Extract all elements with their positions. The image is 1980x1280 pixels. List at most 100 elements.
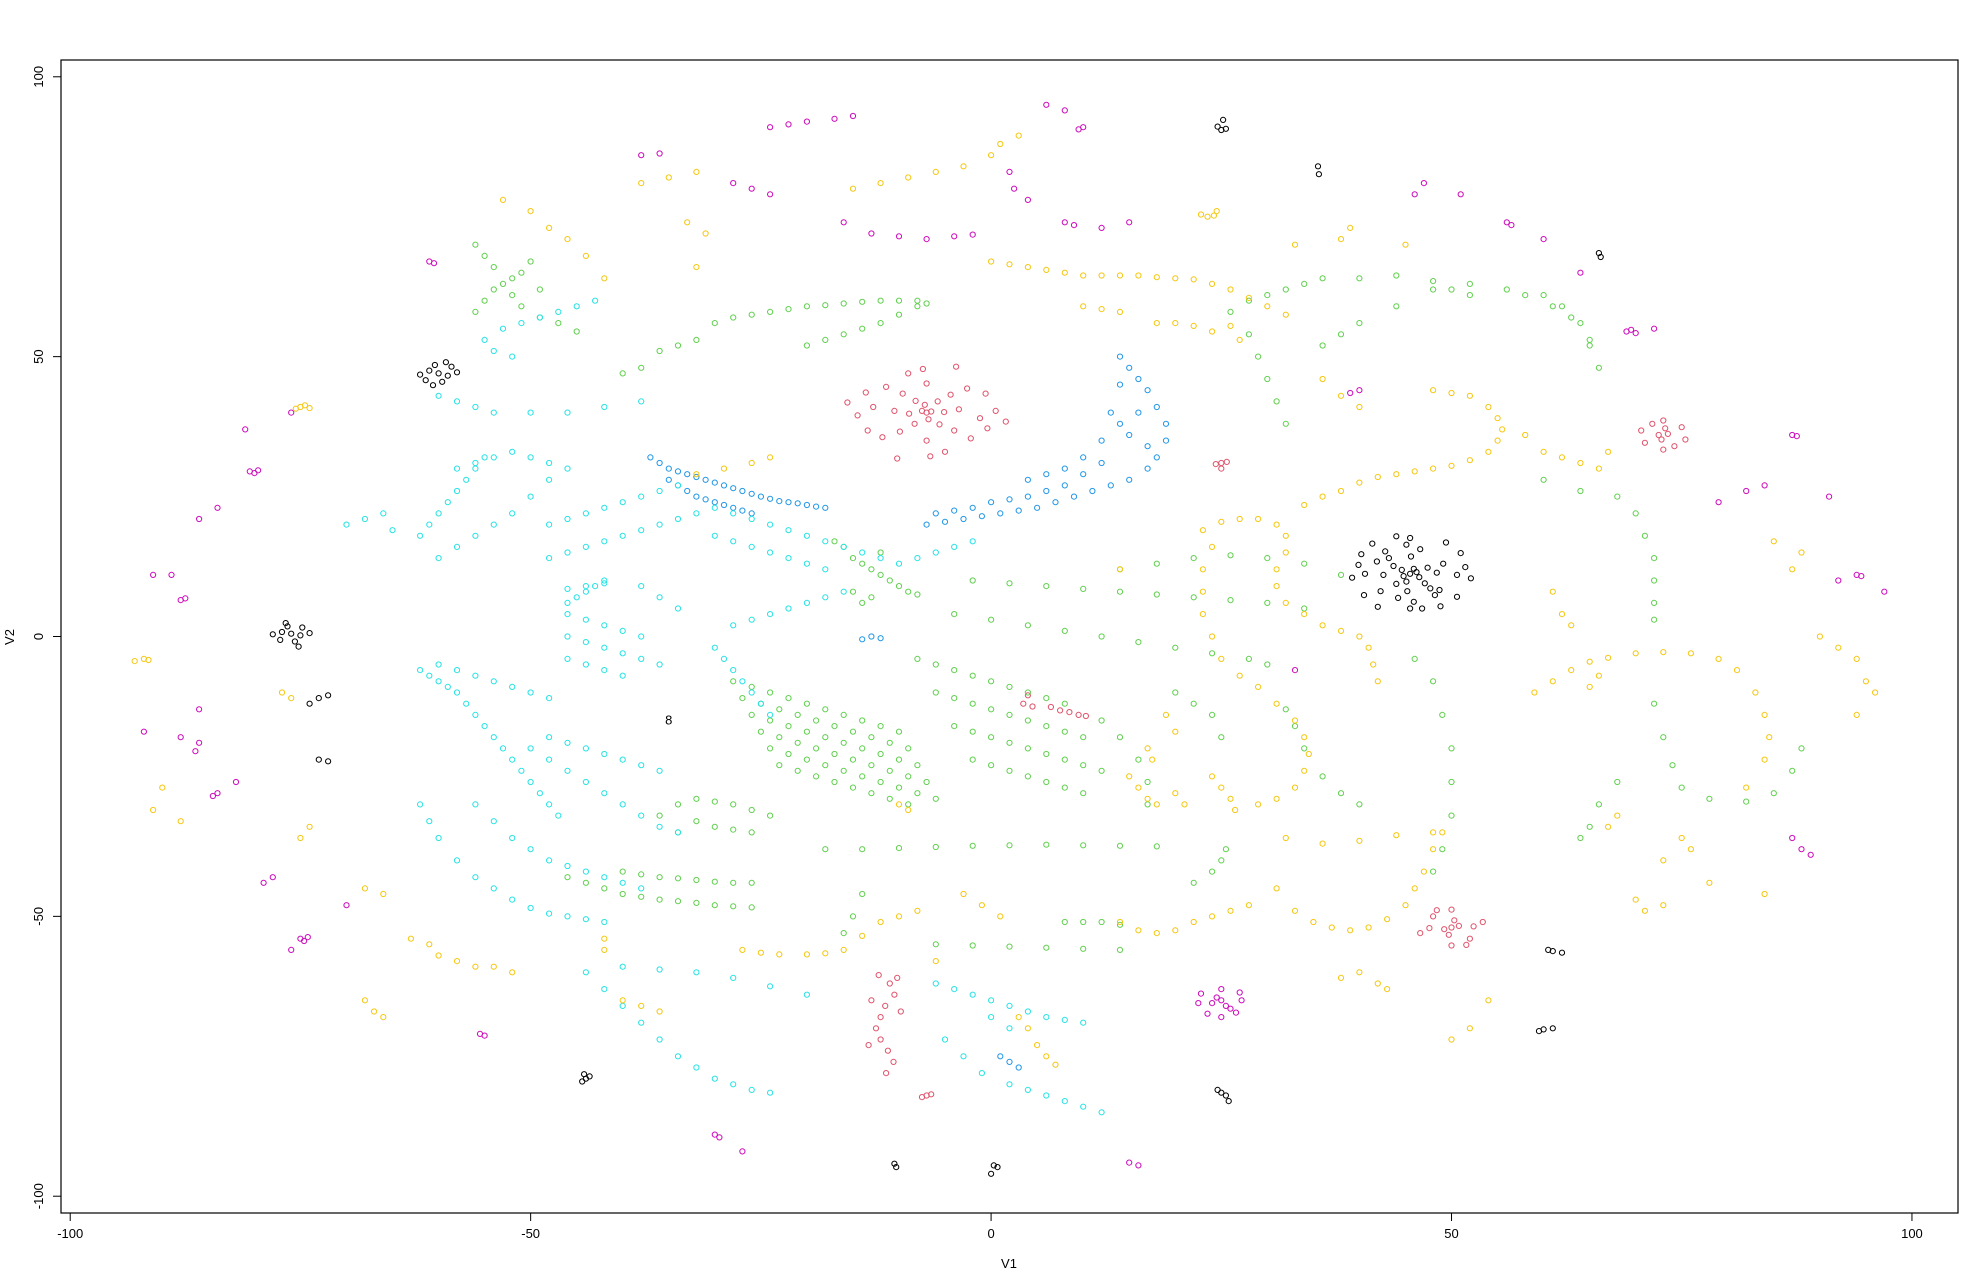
point-green-71 [849,728,857,735]
point-cyan-176 [527,454,534,461]
point-yellow-29 [1190,276,1197,283]
point-green-191 [711,878,718,885]
point-yellow-94 [1411,885,1418,892]
point-yellow-51 [1319,493,1326,500]
point-magenta-72 [1715,499,1722,506]
point-blue-9 [1126,476,1133,483]
point-yellow-163 [767,454,774,461]
point-cyan-137 [748,515,755,523]
point-green-195 [582,879,590,886]
point-green-36 [656,347,663,355]
point-green-26 [748,311,755,318]
point-blue-76 [1006,1058,1013,1066]
point-yellow-30 [1209,280,1216,287]
point-green-130 [1080,734,1087,741]
point-green-259 [1614,493,1621,500]
point-yellow-58 [1282,532,1289,539]
point-green-206 [859,846,866,853]
point-red-16 [951,427,958,434]
point-yellow-185 [1227,322,1234,329]
point-green-146 [1080,790,1087,797]
point-green-295 [1337,790,1345,797]
point-black-67 [306,700,313,707]
point-cyan-118 [546,521,553,528]
point-yellow-192 [1356,837,1363,844]
point-cyan-54 [546,734,553,741]
point-magenta-46 [1043,101,1050,108]
point-red-12 [955,406,963,413]
point-cyan-82 [601,577,608,584]
point-yellow-100 [1568,667,1575,674]
point-cyan-183 [555,308,562,315]
point-black-18 [1436,586,1443,594]
point-yellow-89 [1328,924,1335,931]
point-yellow-229 [1687,846,1695,853]
point-blue-4 [1153,403,1160,411]
point-yellow-176 [997,140,1004,148]
point-yellow-128 [1116,918,1124,926]
point-red-54 [1655,431,1662,439]
point-magenta-1 [430,260,438,267]
point-red-35 [894,455,901,462]
point-cyan-116 [822,594,829,601]
point-blue-61 [822,504,829,511]
point-yellow-179 [1098,306,1105,313]
point-blue-55 [767,495,774,502]
point-yellow-164 [748,459,755,467]
point-green-169 [1190,555,1197,562]
point-green-53 [849,588,857,595]
point-yellow-111 [1761,756,1768,763]
point-cyan-37 [509,834,516,842]
point-green-200 [674,898,682,905]
point-yellow-97 [1439,829,1446,836]
point-cyan-187 [509,353,516,360]
point-cyan-198 [380,510,387,517]
point-cyan-62 [601,986,608,993]
point-cyan-155 [803,560,811,567]
point-yellow-113 [739,946,746,954]
point-green-294 [1319,773,1326,780]
point-magenta-32 [803,118,811,125]
point-blue-26 [1080,471,1087,478]
point-cyan-150 [711,532,718,539]
point-green-64 [895,728,903,735]
point-yellow-252 [371,1008,378,1015]
point-green-34 [895,297,903,304]
point-cyan-53 [674,829,682,836]
point-cyan-103 [674,605,682,612]
point-green-70 [831,723,838,730]
point-cyan-109 [757,700,765,707]
point-red-46 [1430,913,1437,920]
point-green-246 [1466,280,1474,287]
point-blue-34 [932,510,939,517]
point-yellow-95 [1420,868,1428,875]
point-magenta-50 [1006,168,1013,175]
point-yellow-138 [1144,795,1151,802]
point-black-46 [426,367,433,374]
point-yellow-189 [1162,711,1170,719]
point-black-55 [442,359,449,366]
point-cyan-30 [527,904,534,912]
point-green-12 [509,275,516,282]
point-cyan-28 [490,885,497,892]
point-green-45 [886,577,893,584]
point-black-52 [422,377,429,384]
point-black-60 [291,638,298,645]
point-yellow-148 [895,801,903,808]
point-green-165 [1264,599,1271,607]
point-yellow-165 [720,465,728,472]
point-cyan-136 [730,510,737,517]
point-yellow-233 [1770,538,1777,545]
point-green-306 [859,890,866,898]
point-cyan-193 [564,409,571,416]
point-yellow-140 [1144,745,1151,752]
point-black-36 [1427,585,1434,592]
point-green-255 [1586,336,1593,343]
point-yellow-16 [490,963,497,970]
point-blue-14 [1034,504,1041,511]
point-yellow-133 [1209,913,1216,920]
point-blue-64 [684,487,691,495]
point-yellow-20 [1024,264,1032,271]
point-green-286 [1577,834,1584,842]
point-yellow-90 [1347,927,1354,934]
